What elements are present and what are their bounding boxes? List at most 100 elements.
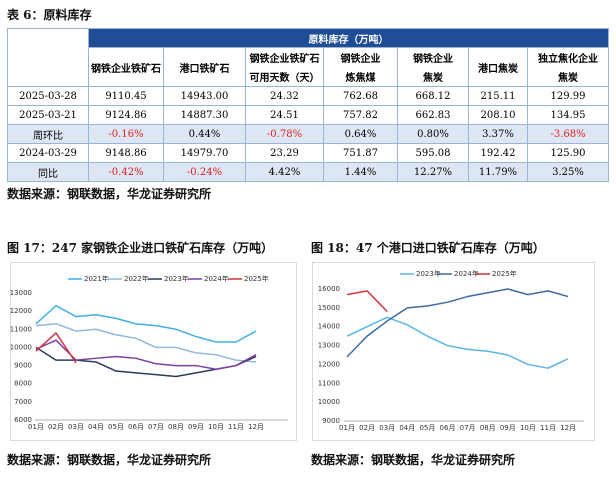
cell: 14887.30 [163, 105, 246, 125]
cell: 9124.86 [88, 105, 164, 125]
column-header-text: 钢铁企业铁矿石 [91, 63, 161, 75]
data-row: 同比 -0.42% -0.24% 4.42% 1.44% 12.27% 11.79% 3.25… [7, 162, 610, 182]
x-tick-label: 10月 [520, 424, 536, 432]
cell: 11.79% [468, 162, 528, 182]
column-header-text: 港口铁矿石 [179, 63, 230, 75]
cell: 125.90 [526, 143, 610, 163]
x-tick-label: 02月 [48, 423, 64, 431]
cell: 134.95 [526, 105, 610, 125]
column-header-text: 焦炭 [558, 73, 579, 84]
data-row: 2024-03-29 9148.86 14979.70 23.29 751.87 595.… [7, 143, 610, 163]
x-tick-label: 10月 [208, 423, 224, 431]
column-header-text: 独立焦化企业 [538, 54, 599, 65]
x-tick-label: 04月 [88, 423, 104, 431]
y-tick-label: 16000 [318, 285, 340, 293]
series-line [346, 288, 569, 358]
y-tick-label: 15000 [318, 304, 340, 312]
subheader-row: 可用天数（天） 炼焦煤 焦炭 焦炭 [8, 67, 610, 87]
x-tick-label: 11月 [540, 424, 556, 432]
column-header: 钢铁企业铁矿石 [245, 47, 324, 67]
y-tick-label: 10000 [318, 398, 340, 406]
column-header-text: 炼焦煤 [345, 73, 376, 84]
source: 数据来源：钢联数据，华龙证券研究所 [311, 453, 516, 467]
cell: 1.44% [323, 162, 398, 182]
cell: -3.68% [526, 124, 610, 144]
table-title: 表 6：原料库存 [7, 8, 92, 22]
chart: 9000 10000 11000 12000 13000 14000 15000 16000 0… [318, 269, 584, 432]
legend-label: 2023年 [164, 274, 189, 283]
cell: 668.12 [397, 86, 469, 106]
series-line [35, 304, 257, 343]
x-tick-label: 09月 [188, 423, 204, 431]
y-tick-label: 9000 [14, 362, 32, 370]
series-line [346, 290, 388, 313]
cell: 同比 [7, 162, 89, 182]
y-tick-label: 7000 [14, 398, 32, 406]
legend-label: 2024年 [204, 274, 229, 283]
inventory-table: 原料库存（万吨） 钢铁企业铁矿石 港口铁矿石 钢铁企业铁矿石 钢铁企业 钢铁企业 港口焦炭独… [7, 28, 610, 182]
column-header: 钢铁企业 [323, 47, 398, 67]
x-tick-label: 02月 [359, 424, 375, 432]
x-tick-label: 05月 [419, 424, 435, 432]
cell: 4.42% [245, 162, 324, 182]
cell: 129.99 [526, 86, 610, 106]
legend-label: 2023年 [416, 269, 441, 278]
x-tick-label: 09月 [500, 424, 516, 432]
cell: 595.08 [397, 143, 469, 163]
cell: -0.16% [88, 124, 164, 144]
cell: 2025-03-21 [7, 105, 89, 125]
column-header: 钢铁企业铁矿石 [88, 47, 164, 87]
column-header-text: 钢铁企业 [340, 54, 381, 65]
column-header: 焦炭 [397, 67, 469, 87]
cell: 757.82 [323, 105, 398, 125]
cell: 192.42 [468, 143, 528, 163]
chart-title: 图 18：47 个港口进口铁矿石库存（万吨） [311, 241, 545, 255]
y-tick-label: 10000 [10, 343, 32, 351]
data-row: 2025-03-21 9124.86 14887.30 24.51 757.82 662.… [7, 105, 610, 125]
cell: 0.64% [323, 124, 398, 144]
chart-title: 图 17：247 家钢铁企业进口铁矿石库存（万吨） [7, 241, 274, 255]
cell: 9110.45 [88, 86, 164, 106]
cell: 14979.70 [163, 143, 246, 163]
x-tick-label: 03月 [68, 423, 84, 431]
column-header: 钢铁企业 [397, 47, 469, 67]
cell: 751.87 [323, 143, 398, 163]
y-tick-label: 13000 [318, 342, 340, 350]
y-tick-label: 14000 [318, 323, 340, 331]
cell: 662.83 [397, 105, 469, 125]
x-tick-label: 01月 [28, 423, 44, 431]
x-tick-label: 06月 [128, 423, 144, 431]
x-tick-label: 08月 [168, 423, 184, 431]
column-header: 炼焦煤 [323, 67, 398, 87]
column-header-text: 焦炭 [423, 73, 443, 84]
data-row: 2025-03-28 9110.45 14943.00 24.32 762.68 668.… [7, 86, 610, 106]
y-tick-label: 9000 [322, 417, 340, 425]
x-tick-label: 07月 [148, 423, 164, 431]
chart: 6000 7000 8000 9000 10000 11000 12000 13000 01月 0… [10, 274, 288, 431]
corner [7, 28, 89, 87]
x-tick-label: 06月 [440, 424, 456, 432]
column-header: 港口焦炭 [468, 47, 528, 87]
cell: 周环比 [7, 124, 89, 144]
column-header-text: 钢铁企业铁矿石 [249, 54, 320, 65]
cell: -0.42% [88, 162, 164, 182]
cell: 0.80% [397, 124, 469, 144]
cell: 0.44% [163, 124, 246, 144]
cell: 24.32 [245, 86, 324, 106]
source: 数据来源：钢联数据，华龙证券研究所 [7, 453, 212, 467]
subheader-row: 钢铁企业铁矿石 港口铁矿石 钢铁企业铁矿石 钢铁企业 钢铁企业 港口焦炭 独立焦化企业 [8, 47, 610, 87]
cell: 3.25% [526, 162, 610, 182]
source: 数据来源：钢联数据，华龙证券研究所 [7, 187, 212, 201]
column-header: 独立焦化企业 [526, 47, 610, 67]
cell: 9148.86 [88, 143, 164, 163]
cell: 12.27% [397, 162, 469, 182]
y-tick-label: 8000 [14, 380, 32, 388]
column-header-text: 港口焦炭 [478, 63, 518, 75]
x-tick-label: 07月 [460, 424, 476, 432]
cell: 762.68 [323, 86, 398, 106]
series-line [35, 323, 257, 363]
chart-frame [312, 262, 595, 441]
cell: 215.11 [468, 86, 528, 106]
y-tick-label: 11000 [318, 379, 340, 387]
legend-label: 2021年 [84, 274, 109, 283]
